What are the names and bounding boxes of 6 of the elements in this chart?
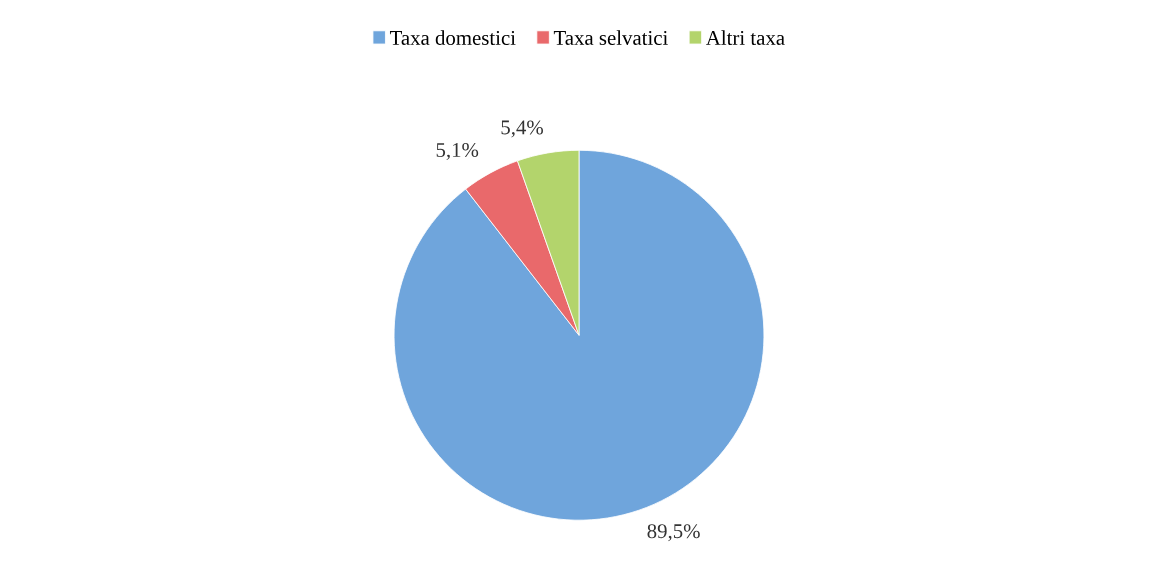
legend-label: Taxa selvatici [553,30,668,45]
legend-label: Taxa domestici [389,30,516,45]
data-label: 5,1% [436,142,479,160]
data-label: 5,4% [501,120,543,138]
data-label: 89,5% [647,524,700,542]
legend-label: Altri taxa [706,30,785,45]
